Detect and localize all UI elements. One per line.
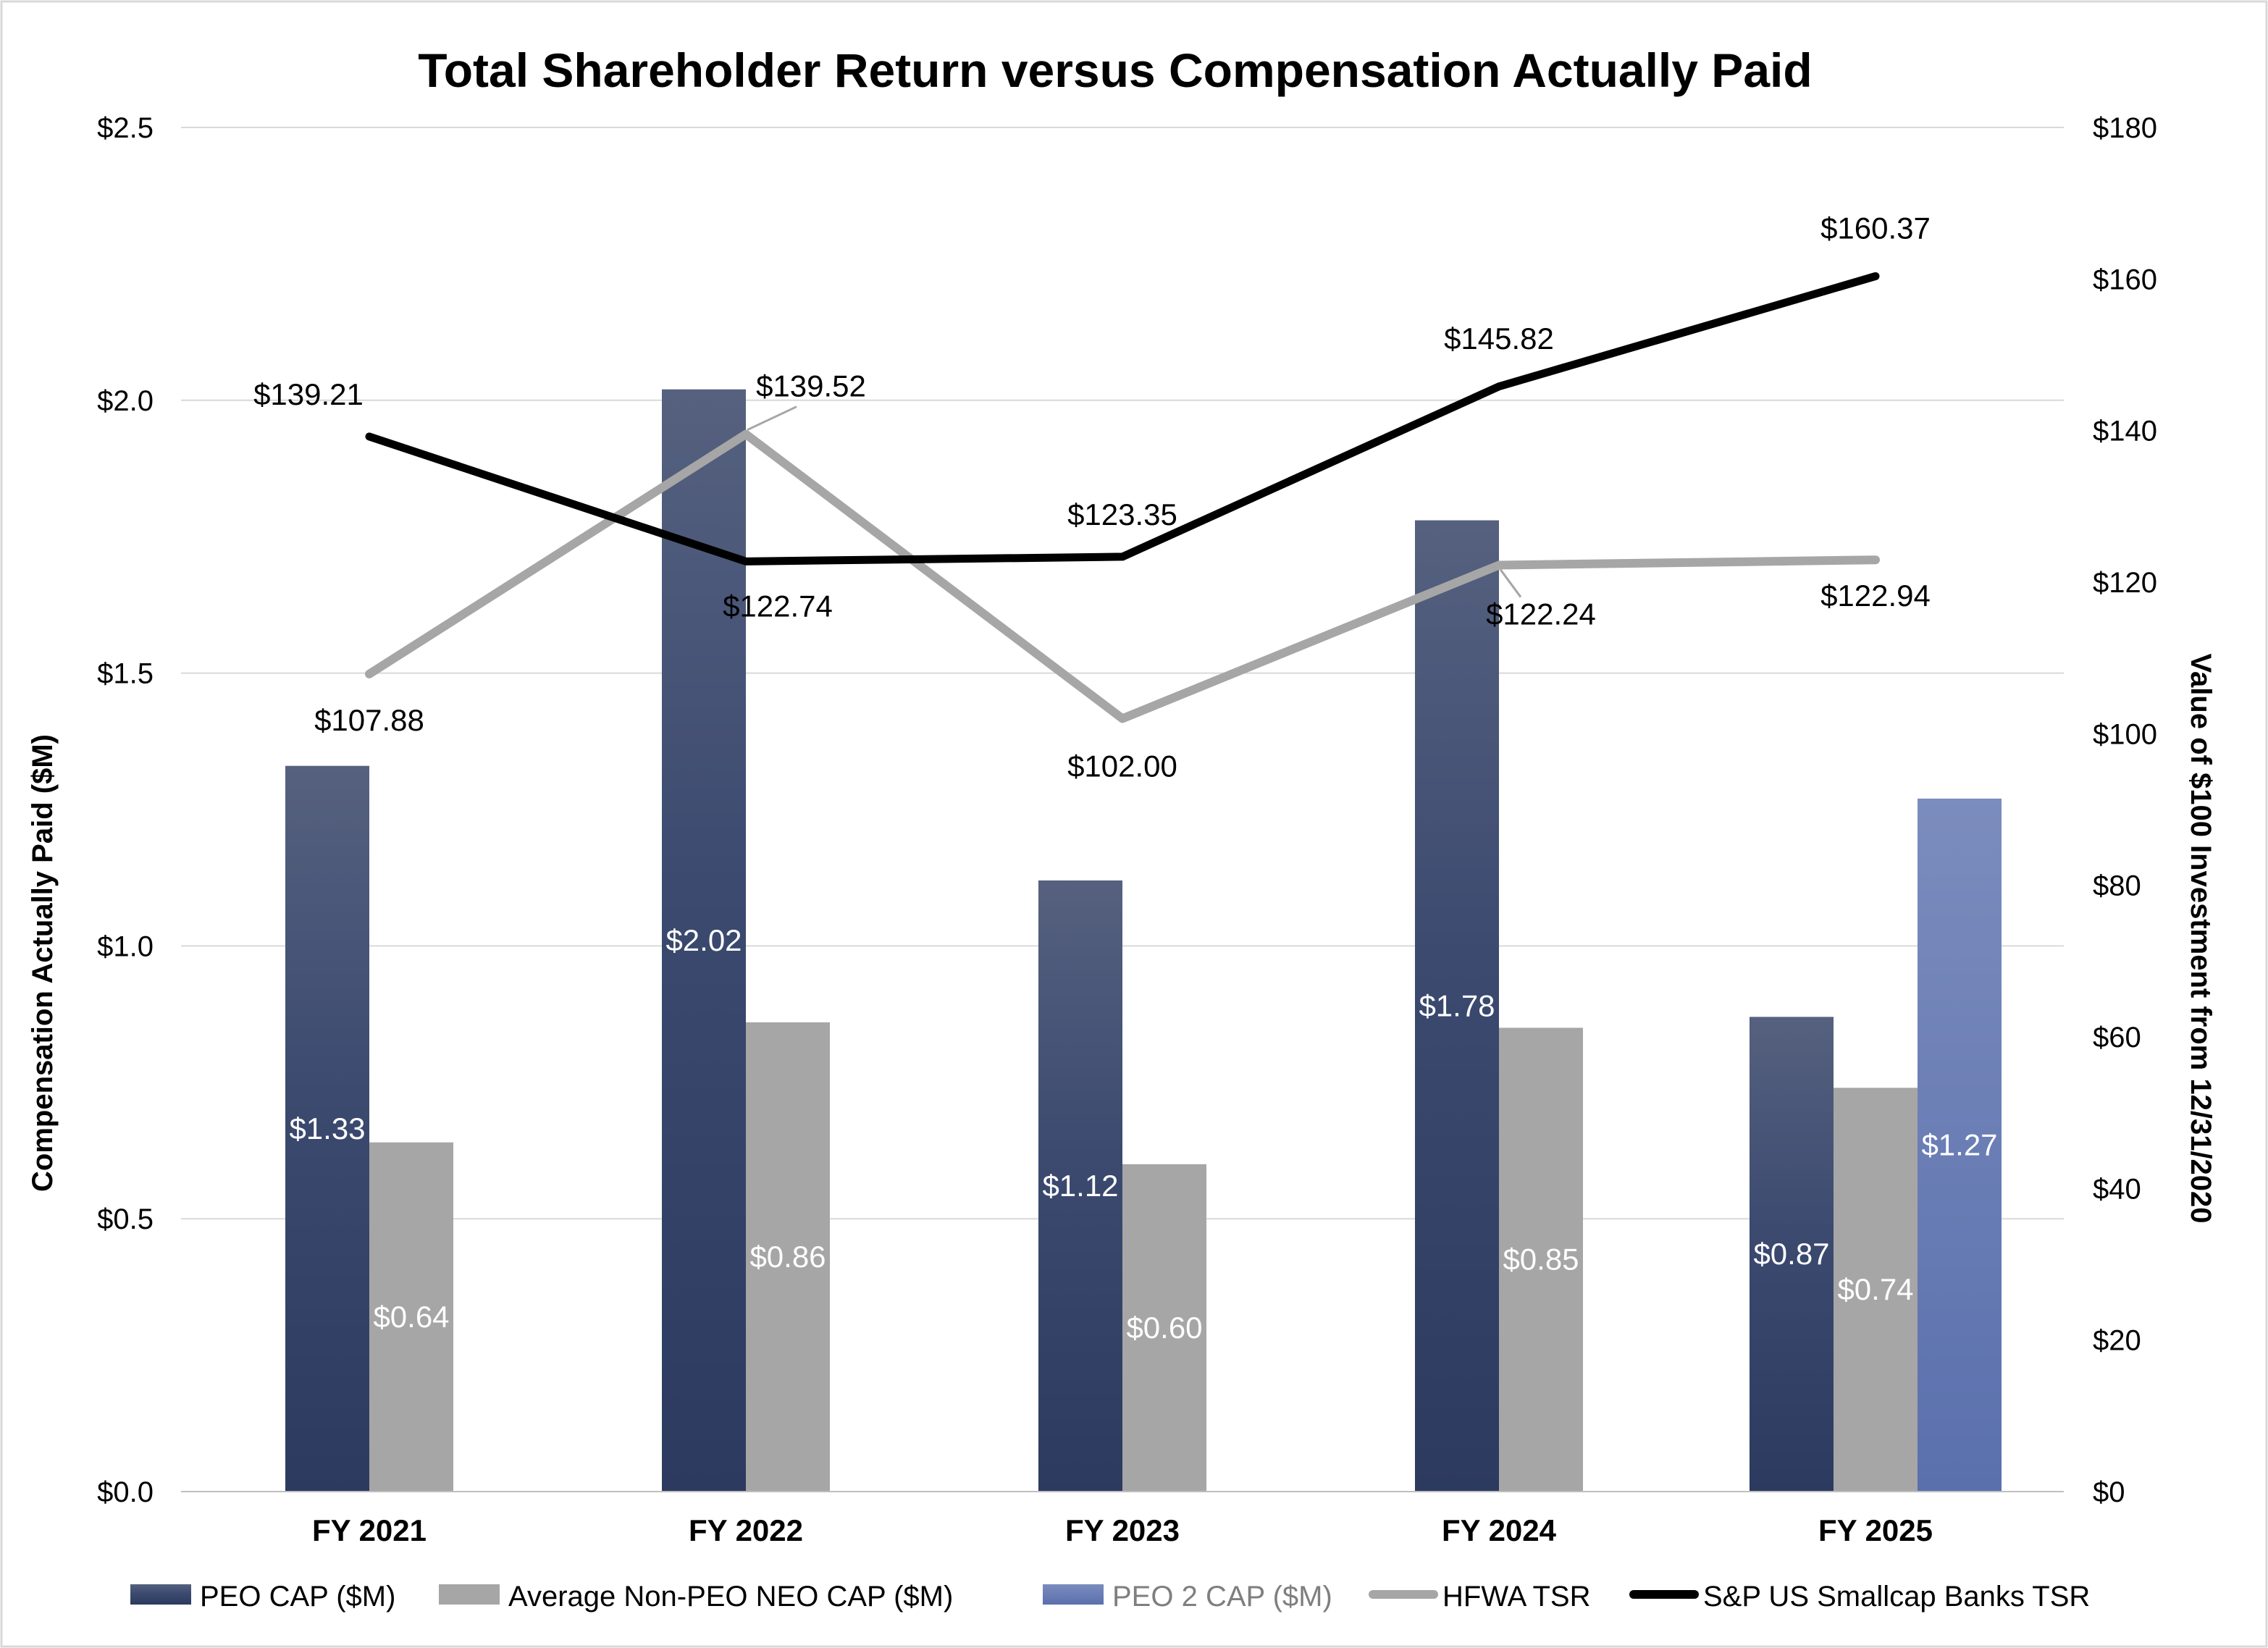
bar-data-label: $1.12	[1042, 1169, 1118, 1203]
series-line	[365, 429, 1880, 723]
x-tick-label: FY 2025	[1818, 1513, 1933, 1547]
bar-data-label: $1.27	[1921, 1127, 1997, 1161]
y-right-tick-label: $160	[2093, 264, 2157, 295]
axes: $0.0 $0.5 $1.0 $1.5 $2.0 $2.5 $0 $20 $40 $60 $80 $1…	[97, 112, 2157, 1547]
x-tick-label: FY 2023	[1065, 1513, 1180, 1547]
y-right-tick-label: $100	[2093, 718, 2157, 750]
x-tick-label: FY 2021	[312, 1513, 427, 1547]
y-left-tick-label: $2.5	[97, 112, 154, 144]
y-right-tick-label: $80	[2093, 870, 2141, 902]
chart-title: Total Shareholder Return versus Compensa…	[418, 43, 1812, 97]
x-tick-label: FY 2024	[1442, 1513, 1557, 1547]
line-data-label: $139.21	[253, 377, 364, 411]
bar-data-label: $0.74	[1837, 1272, 1913, 1306]
bar	[746, 1022, 830, 1492]
line-data-label: $107.88	[314, 703, 424, 737]
y-left-tick-label: $0.5	[97, 1203, 154, 1235]
y-right-tick-label: $0	[2093, 1476, 2125, 1508]
bar	[1038, 880, 1122, 1492]
lines	[365, 272, 1880, 723]
x-tick-label: FY 2022	[689, 1513, 803, 1547]
leader-line	[1499, 568, 1522, 598]
bar	[1499, 1027, 1583, 1492]
series-line	[365, 272, 1880, 566]
y-right-tick-label: $60	[2093, 1022, 2141, 1054]
bar-data-label: $0.60	[1126, 1311, 1202, 1345]
y-right-axis-label: Value of $100 Investment from 12/31/2020	[2185, 653, 2217, 1223]
leader-line	[747, 405, 797, 432]
y-right-tick-label: $180	[2093, 112, 2157, 144]
legend-label: PEO 2 CAP ($M)	[1112, 1581, 1332, 1613]
bar-data-label: $0.64	[373, 1300, 449, 1334]
bar-data-label: $0.86	[749, 1240, 826, 1274]
legend: PEO CAP ($M) Average Non-PEO NEO CAP ($M)…	[130, 1581, 2090, 1613]
y-left-tick-label: $0.0	[97, 1476, 154, 1508]
bar-data-label: $0.85	[1503, 1243, 1579, 1277]
bar-data-label: $2.02	[665, 923, 742, 957]
legend-swatch	[130, 1584, 191, 1605]
legend-label: PEO CAP ($M)	[200, 1581, 395, 1613]
legend-label: S&P US Smallcap Banks TSR	[1703, 1581, 2090, 1613]
y-left-tick-label: $2.0	[97, 385, 154, 417]
line-data-label: $122.24	[1486, 597, 1596, 631]
legend-label: Average Non-PEO NEO CAP ($M)	[508, 1581, 953, 1613]
line-data-label: $123.35	[1067, 497, 1177, 531]
bar	[1415, 520, 1499, 1492]
line-data-label: $122.74	[723, 589, 833, 623]
bar-data-label: $1.78	[1419, 988, 1495, 1022]
bar	[1122, 1164, 1206, 1492]
data-labels: $1.33 $0.64 $2.02 $0.86 $1.12 $0.60 $1.78 $0.85…	[253, 211, 1997, 1344]
y-right-tick-label: $20	[2093, 1325, 2141, 1357]
y-right-tick-label: $120	[2093, 567, 2157, 599]
line-data-label: $122.94	[1820, 579, 1931, 613]
legend-swatch	[1043, 1584, 1104, 1605]
bar	[285, 765, 369, 1492]
bar	[662, 389, 746, 1492]
bar-data-label: $1.33	[289, 1111, 365, 1145]
line-data-label: $102.00	[1067, 749, 1177, 783]
bar	[1750, 1017, 1834, 1492]
y-right-tick-label: $40	[2093, 1173, 2141, 1205]
bar-data-label: $0.87	[1753, 1237, 1829, 1271]
line-data-label: $145.82	[1444, 321, 1554, 356]
y-left-tick-label: $1.0	[97, 930, 154, 962]
line-data-label: $139.52	[756, 369, 866, 403]
bar	[1834, 1088, 1918, 1492]
y-right-tick-label: $140	[2093, 416, 2157, 447]
legend-swatch	[439, 1584, 500, 1605]
y-left-tick-label: $1.5	[97, 658, 154, 690]
y-left-axis-label: Compensation Actually Paid ($M)	[27, 734, 59, 1192]
legend-label: HFWA TSR	[1442, 1581, 1590, 1613]
line-data-label: $160.37	[1820, 211, 1931, 245]
bar	[1918, 798, 2002, 1492]
bar	[369, 1142, 453, 1492]
bars	[285, 389, 2002, 1492]
